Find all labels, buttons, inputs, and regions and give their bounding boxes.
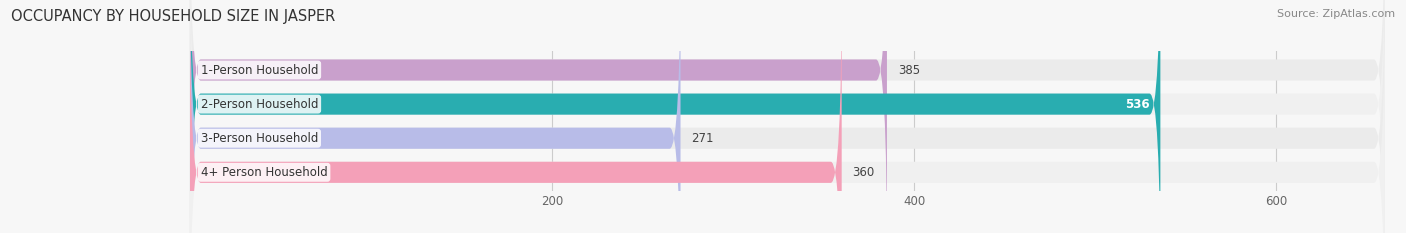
- Text: Source: ZipAtlas.com: Source: ZipAtlas.com: [1277, 9, 1395, 19]
- Text: 385: 385: [898, 64, 920, 76]
- Text: 536: 536: [1125, 98, 1150, 111]
- Text: 2-Person Household: 2-Person Household: [201, 98, 318, 111]
- Text: 3-Person Household: 3-Person Household: [201, 132, 318, 145]
- FancyBboxPatch shape: [190, 0, 1385, 233]
- Text: OCCUPANCY BY HOUSEHOLD SIZE IN JASPER: OCCUPANCY BY HOUSEHOLD SIZE IN JASPER: [11, 9, 336, 24]
- FancyBboxPatch shape: [190, 0, 1385, 233]
- FancyBboxPatch shape: [190, 0, 681, 233]
- Text: 4+ Person Household: 4+ Person Household: [201, 166, 328, 179]
- FancyBboxPatch shape: [190, 0, 1385, 233]
- FancyBboxPatch shape: [190, 0, 1160, 233]
- Text: 271: 271: [692, 132, 714, 145]
- FancyBboxPatch shape: [190, 0, 842, 233]
- Text: 360: 360: [852, 166, 875, 179]
- FancyBboxPatch shape: [190, 0, 887, 233]
- Text: 1-Person Household: 1-Person Household: [201, 64, 318, 76]
- FancyBboxPatch shape: [190, 0, 1385, 233]
